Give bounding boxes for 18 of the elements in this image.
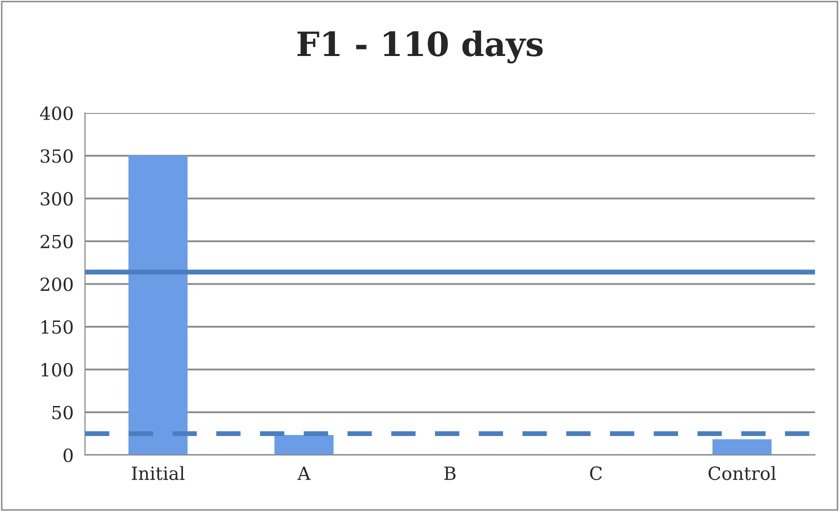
- bar: [274, 434, 334, 455]
- y-tick-label: 150: [42, 320, 73, 334]
- bar: [712, 439, 772, 455]
- x-tick-label: A: [297, 466, 311, 480]
- y-tick-label: 200: [40, 277, 73, 292]
- x-tick-label: Initial: [132, 466, 185, 480]
- x-tick-label: B: [444, 466, 456, 480]
- y-tick-label: 50: [52, 406, 73, 420]
- y-tick-label: 350: [40, 149, 73, 163]
- bar: [128, 155, 188, 455]
- y-tick-label: 300: [40, 192, 73, 206]
- y-tick-label: 0: [64, 448, 73, 462]
- x-tick-label: Control: [708, 466, 776, 480]
- y-tick-label: 250: [40, 234, 73, 248]
- chart-title: F1 - 110 days: [298, 30, 543, 64]
- y-tick-label: 100: [42, 362, 73, 377]
- y-tick-label: 400: [40, 106, 73, 120]
- x-tick-label: C: [590, 466, 602, 480]
